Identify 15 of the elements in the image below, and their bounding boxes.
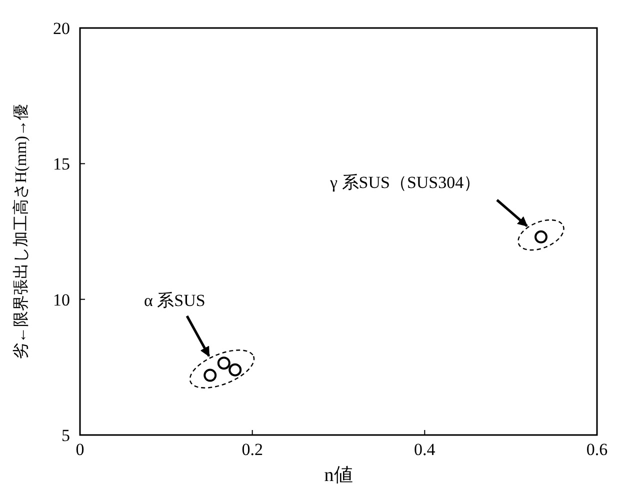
y-tick-label: 5 [62,426,70,445]
x-tick-label: 0.4 [414,440,436,459]
y-tick-label: 15 [53,154,70,174]
point [204,368,217,382]
annotation: α 系SUS [144,291,206,310]
x-axis-title: n値 [324,465,353,486]
y-tick-label: 10 [53,290,70,310]
x-tick-label: 0 [76,440,84,459]
y-axis-title: 劣←限界張出し加工高さH(mm)→優 [12,104,30,360]
annotation: γ 系SUS（SUS304） [329,173,481,192]
y-tick-label: 20 [53,19,70,38]
x-tick-label: 0.6 [586,440,608,459]
x-tick-label: 0.2 [242,440,263,459]
point [228,363,242,376]
point [217,356,230,370]
